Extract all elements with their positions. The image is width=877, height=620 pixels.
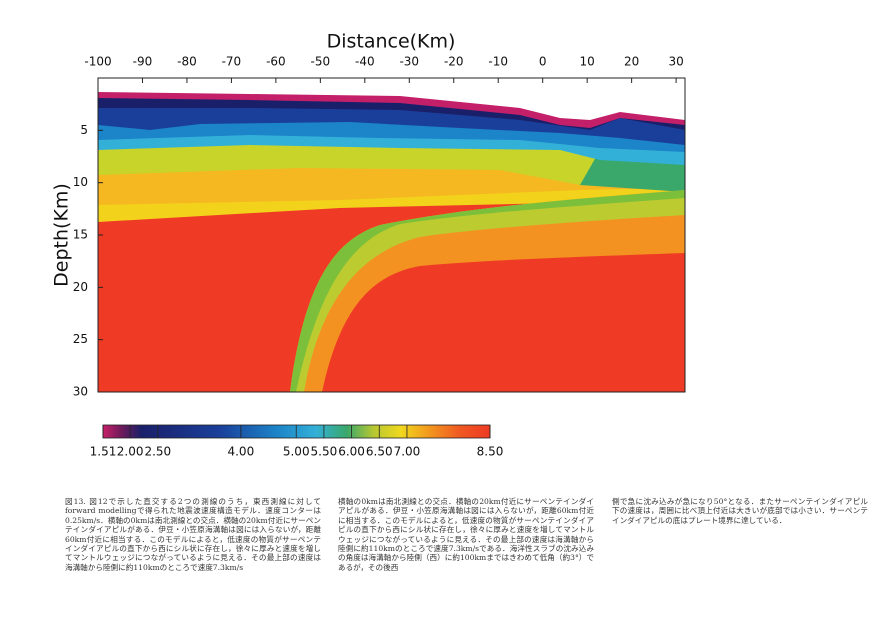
y-tick-label: 5 [80, 123, 88, 137]
figure: Distance(Km) Depth(Km) -100 -90 -80 -70 -60-… [51, 31, 686, 459]
colorbar-tick-label: 5.50 [311, 445, 338, 459]
x-tick-label: -20 [444, 55, 464, 69]
x-tick-label: -70 [222, 55, 242, 69]
caption-column: 図13. 図12で示した直交する2つの測線のうち，東西測線に対してforward… [65, 497, 321, 572]
x-tick-label: -90 [133, 55, 153, 69]
colorbar-tick-label: 5.00 [283, 445, 310, 459]
velocity-model [98, 78, 685, 392]
x-tick-label: -100 [84, 55, 111, 69]
x-tick-label: 10 [580, 55, 595, 69]
colorbar-tick-label: 1.51 [90, 445, 117, 459]
colorbar-tick-label: 2.00 [117, 445, 144, 459]
colorbar-tick-label: 8.50 [477, 445, 504, 459]
x-tick-label: -50 [311, 55, 331, 69]
y-tick-label: 20 [73, 280, 88, 294]
colorbar-tick-label: 2.50 [144, 445, 171, 459]
x-tick-label: 30 [668, 55, 683, 69]
colorbar-tick-label: 7.00 [394, 445, 421, 459]
x-tick-label: -30 [399, 55, 419, 69]
caption-column: 側で急に沈み込みが急になり50°となる．またサーペンテインダイアピル下の速度は，… [612, 497, 868, 525]
y-tick-label: 30 [73, 385, 88, 399]
x-tick-label: 20 [624, 55, 639, 69]
y-tick-label: 15 [73, 228, 88, 242]
x-tick-label: -10 [488, 55, 508, 69]
x-tick-label: -60 [266, 55, 286, 69]
x-tick-label: -80 [177, 55, 197, 69]
y-tick-label: 25 [73, 332, 88, 346]
caption-column: 横軸の0kmは南北測線との交点．横軸の20km付近にサーペンテインダイアピルがあ… [338, 497, 594, 572]
y-axis-title: Depth(Km) [51, 183, 73, 287]
colorbar-tick-label: 4.00 [227, 445, 254, 459]
colorbar-tick-label: 6.50 [366, 445, 393, 459]
x-axis-title: Distance(Km) [327, 31, 456, 53]
y-tick-label: 10 [73, 175, 88, 189]
x-tick-label: 0 [539, 55, 547, 69]
x-tick-label: -40 [355, 55, 375, 69]
colorbar-tick-label: 6.00 [338, 445, 365, 459]
